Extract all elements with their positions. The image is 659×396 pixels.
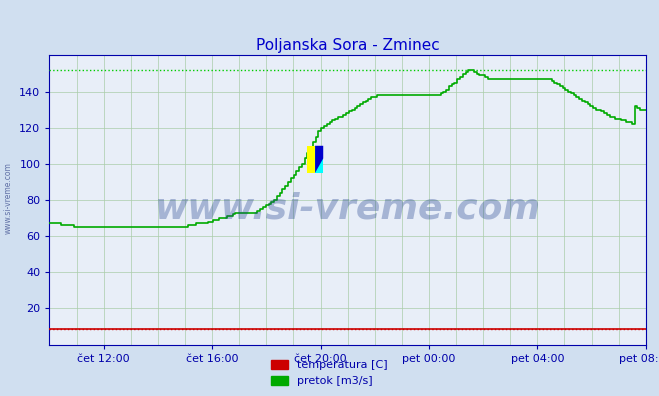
Legend: temperatura [C], pretok [m3/s]: temperatura [C], pretok [m3/s] xyxy=(267,355,392,390)
Text: www.si-vreme.com: www.si-vreme.com xyxy=(155,192,540,226)
Polygon shape xyxy=(315,146,323,173)
Polygon shape xyxy=(315,146,323,173)
Title: Poljanska Sora - Zminec: Poljanska Sora - Zminec xyxy=(256,38,440,53)
Polygon shape xyxy=(307,146,315,173)
Text: www.si-vreme.com: www.si-vreme.com xyxy=(3,162,13,234)
